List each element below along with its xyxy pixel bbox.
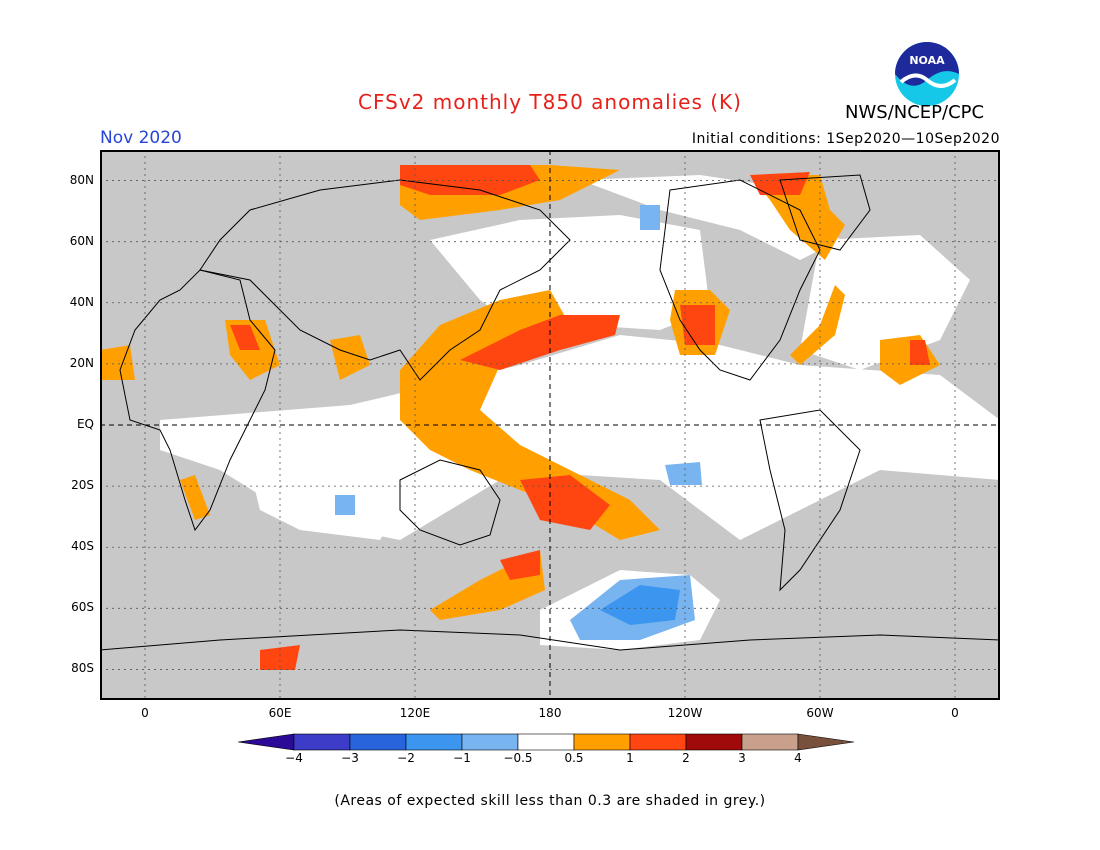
south-africa-warm bbox=[180, 475, 210, 520]
valid-month: Nov 2020 bbox=[100, 128, 182, 148]
north-atlantic-white bbox=[800, 235, 970, 370]
arctic-hot bbox=[400, 165, 540, 195]
colorbar-tick-label: −2 bbox=[397, 751, 415, 765]
west-africa-warm bbox=[100, 345, 135, 380]
greenland-warm bbox=[750, 175, 845, 260]
noaa-logo-text: NOAA bbox=[909, 54, 945, 67]
lat-label: 20S bbox=[71, 478, 94, 493]
south-pacific-hot bbox=[520, 475, 610, 530]
lat-label: 20N bbox=[69, 355, 94, 370]
lon-label: 120W bbox=[667, 706, 703, 720]
colorbar-swatch bbox=[349, 733, 407, 751]
lon-label: 180 bbox=[538, 706, 562, 720]
anomaly-map bbox=[100, 150, 1000, 700]
lat-label: 80S bbox=[71, 661, 94, 676]
anomaly-shading bbox=[100, 165, 1000, 670]
colorbar-arrow-high bbox=[797, 733, 855, 751]
coast-antarctica bbox=[100, 629, 1000, 651]
southern-ocean-hot bbox=[500, 550, 540, 580]
colorbar-tick-label: −3 bbox=[341, 751, 359, 765]
west-africa-hot bbox=[910, 340, 930, 365]
west-pacific-hot bbox=[460, 315, 620, 370]
lat-label: EQ bbox=[76, 417, 94, 431]
lon-label: 120E bbox=[399, 706, 431, 720]
coastlines bbox=[100, 174, 1000, 651]
coast-australia bbox=[399, 459, 501, 546]
coast-africa-europe bbox=[119, 269, 276, 532]
graticule bbox=[100, 150, 1000, 700]
coast-eurasia bbox=[199, 179, 571, 381]
antarctic-hot bbox=[260, 645, 300, 670]
colorbar-swatch bbox=[573, 733, 631, 751]
south-pacific-cool bbox=[665, 462, 702, 485]
lat-label: 60S bbox=[71, 600, 94, 615]
colorbar-tick-label: 4 bbox=[794, 751, 802, 765]
lon-label: 0 bbox=[951, 706, 959, 720]
initial-conditions: Initial conditions: 1Sep2020—10Sep2020 bbox=[691, 131, 1000, 147]
colorbar-swatch bbox=[461, 733, 519, 751]
colorbar-swatch bbox=[741, 733, 799, 751]
greenland-hot bbox=[750, 172, 810, 195]
arctic-cool bbox=[640, 205, 660, 230]
southern-ocean-cold-core bbox=[600, 585, 680, 625]
lon-label: 60E bbox=[268, 706, 292, 720]
lat-label: 60N bbox=[69, 233, 94, 248]
agency-label: NWS/NCEP/CPC bbox=[845, 102, 985, 123]
map-title: CFSv2 monthly T850 anomalies (K) bbox=[358, 90, 742, 114]
colorbar-swatch bbox=[517, 733, 575, 751]
colorbar-tick-label: −0.5 bbox=[503, 751, 533, 765]
colorbar bbox=[238, 733, 855, 751]
colorbar-tick-label: 1 bbox=[626, 751, 634, 765]
lat-label: 40S bbox=[71, 539, 94, 554]
map-frame bbox=[100, 150, 1000, 700]
colorbar-swatch bbox=[293, 733, 351, 751]
indian-ocean-cool bbox=[335, 495, 355, 515]
colorbar-tick-label: −4 bbox=[285, 751, 303, 765]
lon-label: 0 bbox=[141, 706, 149, 720]
coast-south-america bbox=[759, 409, 861, 592]
lon-label: 60W bbox=[806, 706, 834, 720]
lat-label: 40N bbox=[69, 294, 94, 309]
noaa-logo: NOAA bbox=[895, 42, 959, 106]
south-asia-warm bbox=[330, 335, 370, 380]
colorbar-arrow-low bbox=[238, 733, 295, 751]
colorbar-swatch bbox=[629, 733, 687, 751]
colorbar-swatch bbox=[405, 733, 463, 751]
arabia-hot bbox=[230, 325, 260, 350]
colorbar-tick-label: 2 bbox=[682, 751, 690, 765]
north-america-hot bbox=[680, 305, 715, 345]
colorbar-tick-label: 0.5 bbox=[564, 751, 584, 765]
west-pacific-warm bbox=[400, 290, 660, 540]
colorbar-tick-label: 3 bbox=[738, 751, 746, 765]
colorbar-tick-label: −1 bbox=[453, 751, 471, 765]
atlantic-warm-streak bbox=[790, 285, 845, 365]
lat-label: 80N bbox=[69, 172, 94, 187]
coast-north-america bbox=[659, 179, 821, 381]
indian-ocean-white bbox=[250, 460, 410, 540]
colorbar-swatch bbox=[685, 733, 743, 751]
skill-footnote: (Areas of expected skill less than 0.3 a… bbox=[334, 793, 766, 809]
coast-greenland bbox=[779, 174, 871, 251]
